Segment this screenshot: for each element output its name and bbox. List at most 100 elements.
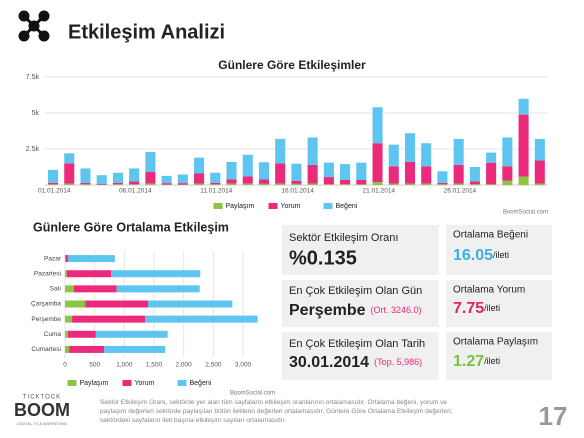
bar-segment (518, 98, 529, 115)
panel-value: 30.01.2014 (Top. 5,986) (289, 354, 422, 371)
bar-segment (291, 180, 302, 184)
chart-title: Günlere Göre Ortalama Etkileşim (33, 220, 229, 234)
bar-segment (148, 300, 233, 308)
x-tick-label: 16.01.2014 (281, 188, 314, 195)
legend-label: Paylaşım (226, 203, 255, 210)
panel-value: 1.27/ileti (453, 353, 500, 370)
bar-segment (388, 144, 399, 167)
panel-value: Perşembe (Ort. 3246.0) (289, 302, 422, 319)
panel-value: 16.05/ileti (453, 247, 509, 264)
source: BoomSocial.com (503, 210, 548, 216)
bar-segment (437, 171, 448, 183)
bar-segment (323, 162, 334, 178)
bar-segment (453, 138, 464, 165)
panel-value: 7.75 (453, 300, 484, 317)
bar-segment (437, 184, 448, 185)
bar-segment (67, 330, 96, 338)
bar-segment (112, 182, 123, 185)
legend-swatch (67, 380, 77, 386)
panel-value: 1.27 (453, 353, 484, 370)
bar-segment (226, 179, 237, 184)
bar-segment (534, 138, 545, 161)
bar-segment (145, 151, 156, 173)
panel (446, 332, 552, 380)
bar-segment (421, 183, 432, 185)
bar-segment (177, 174, 188, 184)
bar-segment (258, 162, 269, 180)
bar-segment (65, 285, 74, 293)
panel-note: (Top. 5,986) (374, 357, 422, 367)
panel-unit: /ileti (484, 356, 500, 366)
legend-swatch (122, 380, 132, 386)
bar-segment (95, 330, 168, 338)
x-tick-label: 1,500 (146, 362, 163, 369)
bar-segment (96, 175, 107, 184)
logo-sub: DIGITAL TV & MARKETING (17, 421, 67, 426)
chart-title: Günlere Göre Etkileşimler (218, 58, 366, 72)
legend-label: Beğeni (190, 380, 212, 387)
panel (282, 225, 439, 275)
y-tick-label: 5k (32, 110, 40, 117)
y-tick-label: Salı (50, 286, 61, 293)
bar-segment (258, 183, 269, 185)
bar-segment (469, 181, 480, 185)
bar-segment (486, 162, 497, 185)
bar-segment (291, 163, 302, 181)
panel-label: Ortalama Yorum (453, 285, 525, 296)
y-tick-label: 7.5k (26, 74, 40, 81)
x-tick-label: 21.01.2014 (363, 188, 396, 195)
legend-swatch (323, 203, 333, 209)
bar-segment (486, 184, 497, 185)
bar-segment (72, 315, 146, 323)
bar-segment (69, 345, 105, 353)
bar-segment (64, 183, 75, 185)
bar-segment (80, 182, 91, 185)
bar-segment (323, 177, 334, 185)
bar-segment (64, 153, 75, 164)
bar-segment (453, 183, 464, 185)
bar-segment (48, 182, 59, 185)
bar-segment (421, 166, 432, 184)
bar-segment (534, 160, 545, 184)
x-tick-label: 2,500 (205, 362, 222, 369)
bar-segment (404, 133, 416, 162)
bar-segment (356, 179, 367, 185)
bar-segment (145, 183, 156, 185)
y-tick-label: Pazartesi (34, 270, 61, 277)
bar-segment (194, 183, 205, 185)
panel-unit: /ileti (493, 250, 509, 260)
bar-segment (210, 184, 221, 185)
footer-text: paylaşım değerleri sektörde paylaşılan b… (100, 408, 453, 415)
bar-segment (356, 162, 367, 180)
bar-segment (372, 143, 383, 183)
bar-segment (323, 184, 334, 185)
bar-segment (226, 183, 237, 185)
bar-segment (129, 168, 140, 182)
bar-segment (226, 161, 237, 180)
footer-text: Sektör Etkileşim Oranı, sektörde yer ala… (100, 399, 447, 406)
legend-label: Yorum (281, 203, 301, 210)
panel-note: (Ort. 3246.0) (371, 305, 422, 315)
panel-label: En Çok Etkileşim Olan Gün (289, 285, 422, 297)
bar-segment (242, 154, 253, 177)
legend-swatch (177, 380, 187, 386)
bar-segment (340, 164, 351, 180)
panel-label: Ortalama Paylaşım (453, 337, 538, 348)
bar-segment (307, 164, 318, 184)
legend-label: Paylaşım (80, 380, 109, 387)
panel-label: Ortalama Beğeni (453, 230, 528, 241)
y-tick-label: Çarşamba (31, 301, 61, 308)
x-tick-label: 06.01.2014 (119, 188, 152, 195)
source: BoomSocial.com (230, 391, 275, 397)
y-tick-label: Cumartesi (31, 346, 61, 353)
legend-swatch (213, 203, 223, 209)
legend-label: Beğeni (336, 203, 358, 210)
x-tick-label: 500 (89, 362, 100, 369)
bar-segment (65, 345, 70, 353)
bar-segment (80, 168, 91, 183)
panels: Sektör Etkileşim Oranı %0.135 En Çok Etk… (282, 225, 552, 380)
bar-segment (372, 107, 383, 144)
bar-segment (502, 166, 513, 181)
x-tick-label: 11.01.2014 (200, 188, 232, 195)
panel (282, 332, 439, 380)
